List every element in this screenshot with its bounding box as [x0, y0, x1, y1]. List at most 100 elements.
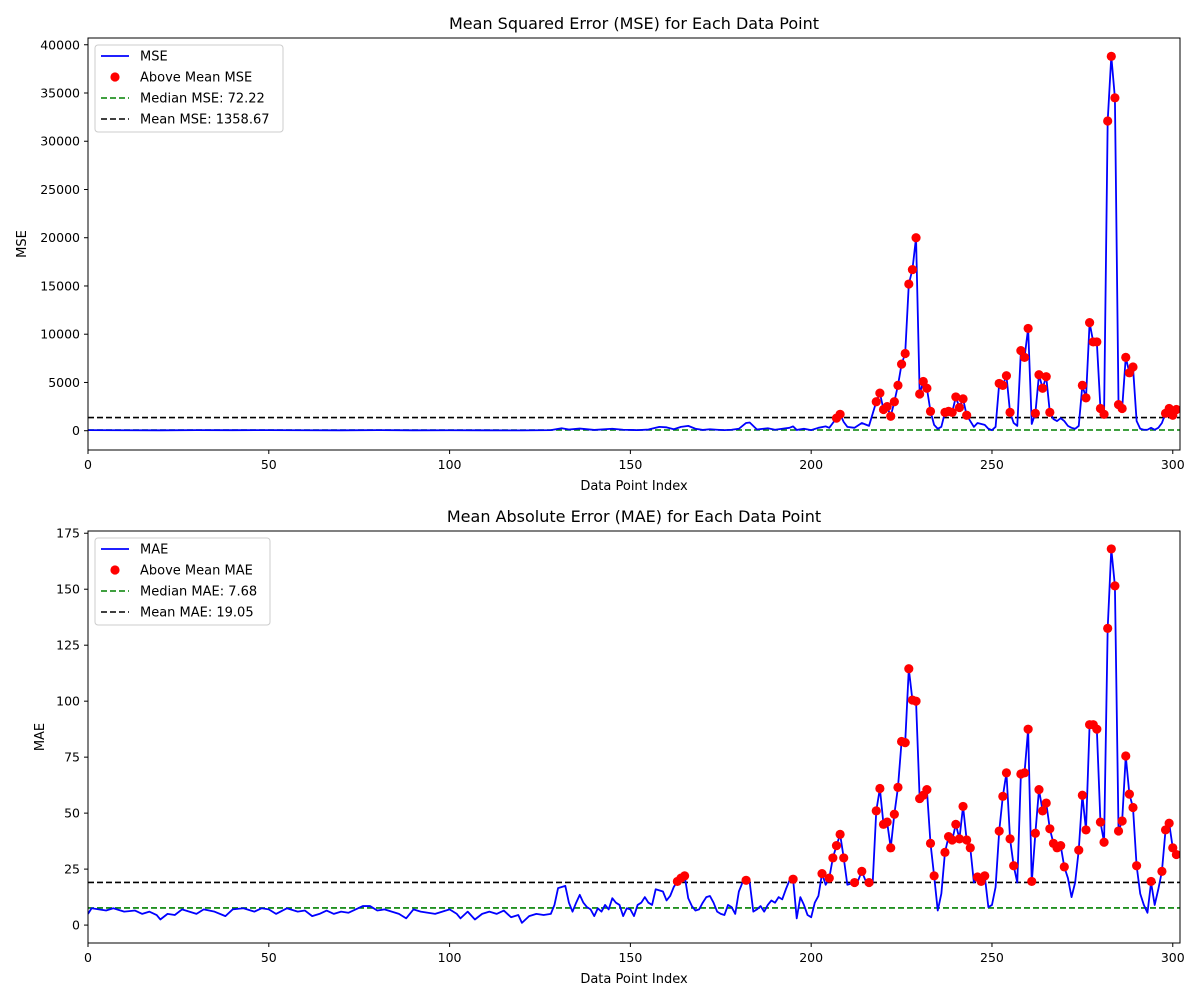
above-mean-point: [828, 853, 838, 863]
above-mean-point: [907, 264, 918, 275]
above-mean-point: [1037, 383, 1048, 393]
above-mean-point: [1016, 346, 1026, 356]
above-mean-point: [1019, 352, 1030, 362]
x-tick-label: 50: [261, 950, 277, 965]
y-axis-label: MAE: [33, 723, 48, 751]
above-mean-point: [788, 874, 798, 884]
above-mean-point: [980, 871, 990, 881]
above-mean-point: [893, 782, 903, 792]
above-mean-point: [1001, 371, 1012, 381]
above-mean-point: [915, 389, 925, 399]
above-mean-point: [824, 873, 834, 883]
axes-frame: [87, 530, 1181, 944]
above-mean-point: [1128, 362, 1138, 372]
above-mean-point: [1045, 824, 1055, 834]
above-mean-point: [1099, 837, 1109, 847]
above-mean-point: [1081, 393, 1091, 403]
above-mean-point: [882, 817, 892, 827]
above-mean-point: [896, 359, 907, 369]
y-tick-label: 5000: [48, 375, 80, 390]
x-tick-label: 250: [980, 457, 1004, 472]
above-mean-point: [1005, 834, 1015, 844]
x-axis-label: Data Point Index: [580, 479, 688, 494]
series-line: [88, 548, 1178, 924]
y-tick-label: 35000: [40, 85, 80, 100]
legend-handle-point: [110, 565, 120, 575]
above-mean-point: [1030, 828, 1040, 838]
x-axis-label: Data Point Index: [580, 972, 688, 987]
x-tick-label: 0: [84, 457, 92, 472]
above-mean-point: [1059, 862, 1069, 872]
above-mean-point: [1001, 768, 1012, 778]
above-mean-point: [994, 826, 1004, 836]
above-mean-point: [1095, 817, 1106, 827]
above-mean-point: [954, 402, 965, 413]
legend-label: MSE: [140, 50, 168, 65]
y-tick-label: 25: [64, 862, 80, 877]
above-mean-point: [925, 838, 936, 848]
above-mean-point: [1005, 407, 1015, 417]
x-tick-label: 150: [618, 950, 642, 965]
above-mean-point: [911, 233, 921, 243]
above-mean-point: [958, 801, 968, 812]
above-mean-point: [871, 397, 881, 407]
above-mean-point: [1092, 724, 1102, 734]
above-mean-point: [1117, 816, 1127, 826]
above-mean-point: [1085, 318, 1095, 328]
above-mean-point: [1099, 409, 1109, 419]
above-mean-point: [817, 868, 827, 879]
above-mean-point: [1132, 861, 1142, 871]
legend-label: Median MSE: 72.22: [140, 92, 265, 107]
legend: MAE Above Mean MAE Median MAE: 7.68 Mean MA…: [94, 537, 271, 626]
above-mean-point: [1103, 623, 1113, 634]
above-mean-point: [951, 392, 961, 402]
y-tick-label: 40000: [40, 37, 80, 52]
above-mean-point: [893, 380, 903, 390]
above-mean-point: [1106, 51, 1116, 61]
y-tick-label: 175: [56, 526, 80, 541]
above-mean-point: [886, 843, 896, 853]
above-mean-point: [962, 835, 972, 845]
above-mean-point: [1056, 840, 1066, 851]
y-tick-label: 100: [56, 694, 80, 709]
y-tick-label: 15000: [40, 278, 80, 293]
above-mean-point: [1164, 403, 1174, 414]
above-mean-point: [998, 380, 1008, 390]
above-mean-point: [900, 348, 910, 359]
above-mean-point: [1121, 751, 1131, 761]
above-mean-point: [954, 834, 965, 844]
chart-title: Mean Absolute Error (MAE) for Each Data …: [447, 507, 821, 526]
above-mean-point: [925, 406, 936, 417]
axes-frame: [87, 37, 1181, 451]
above-mean-point: [1171, 404, 1180, 415]
above-mean-point: [951, 819, 961, 829]
above-mean-point: [1171, 849, 1180, 860]
legend-box: [94, 537, 271, 626]
x-tick-label: 0: [84, 950, 92, 965]
y-tick-label: 20000: [40, 230, 80, 245]
plot-area: [88, 544, 1180, 924]
above-mean-point: [1128, 802, 1138, 813]
above-mean-point: [857, 866, 867, 876]
x-tick-label: 50: [261, 457, 277, 472]
above-mean-point: [1041, 798, 1051, 808]
legend-label: Median MAE: 7.68: [140, 585, 257, 600]
x-tick-label: 300: [1161, 457, 1185, 472]
legend-handle-point: [110, 72, 120, 82]
above-mean-point: [1023, 323, 1033, 334]
above-mean-point: [1157, 866, 1167, 876]
chart-title: Mean Squared Error (MSE) for Each Data P…: [449, 14, 819, 33]
legend-label: MAE: [140, 543, 168, 558]
y-tick-label: 125: [56, 638, 80, 653]
y-tick-label: 75: [64, 750, 80, 765]
above-mean-point: [1117, 403, 1127, 414]
y-tick-label: 25000: [40, 182, 80, 197]
above-mean-point: [1034, 370, 1044, 380]
above-mean-point: [889, 809, 899, 819]
legend-label: Above Mean MSE: [140, 71, 252, 86]
y-tick-label: 150: [56, 582, 80, 597]
legend-label: Mean MSE: 1358.67: [140, 113, 270, 128]
above-mean-point: [741, 875, 751, 885]
chart-panel-mae: Mean Absolute Error (MAE) for Each Data …: [33, 507, 1185, 987]
